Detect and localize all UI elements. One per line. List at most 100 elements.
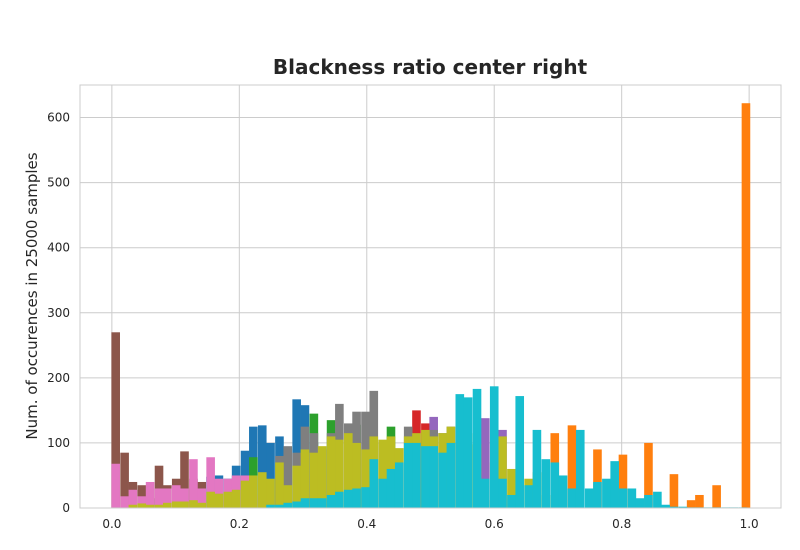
- histogram-bar: [335, 491, 344, 508]
- histogram-bar: [326, 436, 336, 508]
- y-tick-label: 300: [47, 306, 70, 320]
- histogram-bar: [145, 481, 155, 508]
- histogram-bar: [602, 478, 611, 508]
- histogram-bar: [593, 449, 602, 508]
- histogram-bar: [154, 488, 164, 508]
- histogram-bar: [498, 478, 507, 508]
- histogram-bar: [343, 489, 353, 508]
- histogram-bar: [249, 475, 258, 508]
- histogram-bar: [541, 459, 551, 508]
- y-tick-label: 400: [47, 241, 70, 255]
- histogram-bar: [421, 446, 430, 508]
- histogram-bar: [231, 489, 241, 508]
- x-axis-ticks: 0.0 0.2 0.4 0.6 0.8 1.0: [102, 517, 758, 531]
- histogram-bar: [283, 446, 293, 508]
- histogram-bar: [618, 454, 628, 508]
- histogram-bar: [197, 488, 207, 508]
- histogram-bar: [137, 503, 147, 508]
- histogram-bar: [644, 494, 653, 508]
- histogram-bar: [507, 494, 516, 508]
- histogram-bar: [214, 493, 224, 508]
- histogram-bar: [180, 451, 189, 508]
- histogram-bar: [206, 457, 215, 508]
- x-tick-label: 0.0: [102, 517, 121, 531]
- y-axis-label: Num. of occurences in 25000 samples: [23, 152, 41, 439]
- histogram-bar: [361, 487, 370, 508]
- x-tick-label: 0.4: [357, 517, 376, 531]
- histogram-bar: [438, 452, 447, 508]
- histogram-bar: [472, 388, 482, 508]
- histogram-bar: [163, 488, 172, 508]
- histogram-bar: [163, 502, 172, 508]
- histogram-bar: [128, 489, 138, 508]
- histogram-bar: [550, 462, 560, 508]
- histogram-bar: [369, 459, 379, 508]
- y-tick-label: 500: [47, 176, 70, 190]
- histogram-bar: [111, 332, 120, 508]
- plot-frame: [79, 84, 782, 509]
- histogram-bar: [567, 425, 577, 508]
- histogram-bar: [627, 488, 637, 508]
- histogram-bar: [712, 485, 721, 508]
- y-tick-label: 100: [47, 436, 70, 450]
- histogram-bar: [515, 396, 525, 508]
- histogram-bar: [567, 488, 577, 508]
- histogram-bar: [352, 442, 361, 508]
- histogram-bar: [292, 501, 301, 508]
- histogram-bar: [524, 485, 533, 508]
- y-tick-label: 600: [47, 111, 70, 125]
- histogram-bar: [429, 446, 438, 508]
- histogram-bar: [317, 498, 327, 508]
- histogram-series-10: [266, 386, 748, 508]
- histogram-bar: [352, 488, 361, 508]
- x-tick-label: 1.0: [740, 517, 759, 531]
- histogram-bar: [283, 485, 293, 508]
- histogram-bar: [197, 502, 207, 508]
- histogram-bar: [120, 452, 129, 508]
- chart-title: Blackness ratio center right: [273, 55, 588, 79]
- histogram-bar: [292, 465, 301, 508]
- histogram-bar: [644, 442, 653, 508]
- y-axis-ticks: 0 100 200 300 400 500 600: [47, 111, 70, 515]
- histogram-bar: [137, 496, 147, 508]
- histogram-bar: [266, 442, 275, 508]
- histogram-bar: [326, 494, 336, 508]
- histogram-bar: [618, 488, 628, 508]
- histogram-bar: [593, 481, 602, 508]
- histogram-bar: [653, 491, 662, 508]
- x-tick-label: 0.2: [230, 517, 249, 531]
- histogram-bar: [275, 504, 284, 508]
- histogram-bar: [154, 504, 164, 508]
- histogram-bar: [180, 501, 189, 508]
- histogram-bar: [240, 480, 250, 508]
- histogram-bar: [343, 433, 353, 508]
- histogram-bar: [507, 468, 516, 508]
- histogram-bar: [403, 442, 413, 508]
- y-tick-label: 0: [62, 501, 70, 515]
- x-tick-label: 0.6: [485, 517, 504, 531]
- histogram-bar: [309, 498, 319, 508]
- histogram-bar: [481, 478, 490, 508]
- histogram-bar: [532, 429, 542, 508]
- histogram-bar: [635, 498, 645, 508]
- histogram-bar: [257, 472, 267, 508]
- histogram-bar: [309, 452, 319, 508]
- y-tick-label: 200: [47, 371, 70, 385]
- histogram-bar: [378, 439, 387, 508]
- histogram-bar: [120, 496, 129, 508]
- histogram-bar: [669, 474, 679, 508]
- histogram-bar: [394, 462, 404, 508]
- histogram-bar: [317, 446, 327, 508]
- histogram-bar: [189, 500, 198, 508]
- histogram-bar: [575, 429, 585, 508]
- histogram-bar: [145, 504, 155, 508]
- histogram-bar: [206, 491, 215, 508]
- histogram-bar: [610, 461, 619, 508]
- histogram-bar: [189, 459, 198, 508]
- histogram-bar: [412, 442, 421, 508]
- histogram-bar: [111, 463, 120, 508]
- histogram-bar: [446, 442, 456, 508]
- histogram-bar: [584, 488, 594, 508]
- histogram-bar: [171, 501, 181, 508]
